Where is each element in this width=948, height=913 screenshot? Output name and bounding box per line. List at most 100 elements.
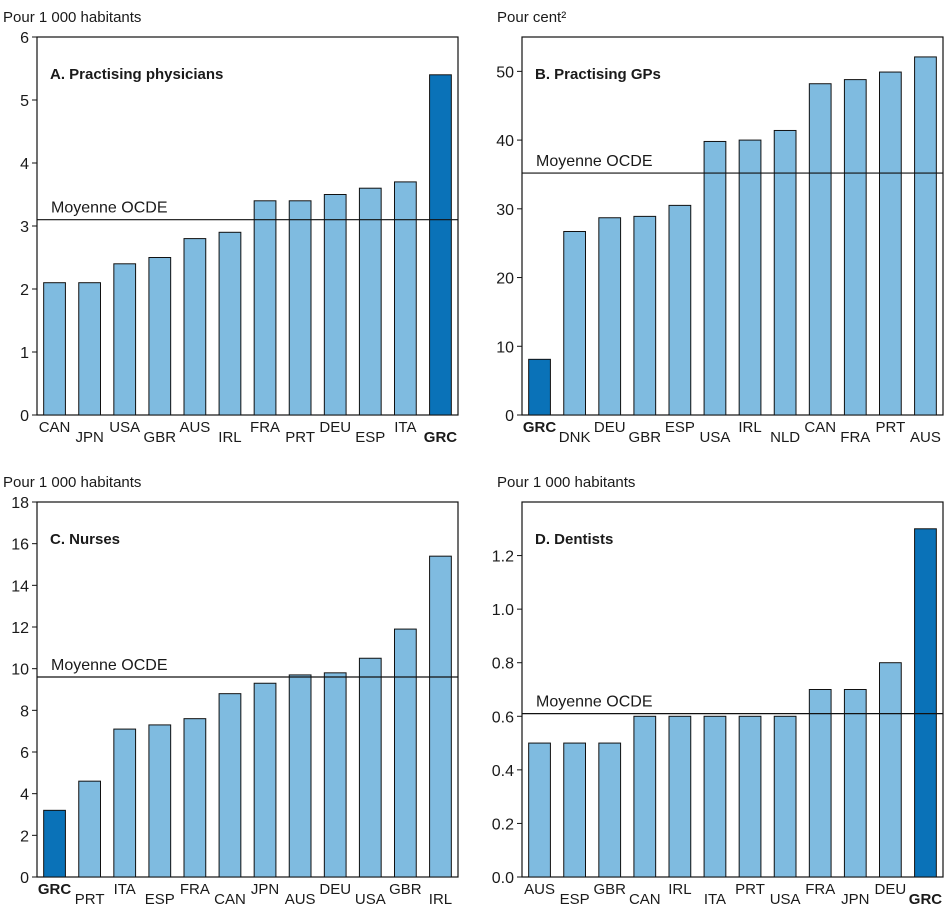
- bar-prt: [289, 201, 311, 415]
- y-tick-label: 4: [20, 787, 29, 804]
- unit-label: Pour 1 000 habitants: [3, 474, 141, 491]
- bar-usa: [359, 658, 381, 877]
- bar-esp: [359, 188, 381, 415]
- category-label-can: CAN: [804, 419, 836, 436]
- y-tick-label: 5: [20, 93, 29, 110]
- category-label-fra: FRA: [180, 881, 210, 898]
- category-label-gbr: GBR: [144, 429, 177, 446]
- category-label-usa: USA: [700, 429, 731, 446]
- category-label-esp: ESP: [145, 891, 175, 908]
- bar-grc: [44, 810, 66, 877]
- chart-panel-1: Pour 1 000 habitants0123456CANJPNUSAGBRA…: [3, 9, 458, 446]
- y-tick-label: 0: [505, 408, 514, 425]
- unit-label: Pour cent²: [497, 9, 566, 26]
- bar-gbr: [394, 629, 416, 877]
- oecd-average-label: Moyenne OCDE: [51, 657, 168, 674]
- y-tick-label: 6: [20, 30, 29, 47]
- bar-aus: [184, 239, 206, 415]
- category-label-grc: GRC: [909, 891, 943, 908]
- bar-can: [634, 716, 656, 877]
- category-label-ita: ITA: [704, 891, 726, 908]
- bar-esp: [564, 743, 586, 877]
- bar-can: [219, 694, 241, 877]
- y-tick-label: 0.0: [492, 870, 514, 887]
- category-label-grc: GRC: [38, 881, 72, 898]
- bar-deu: [599, 218, 621, 415]
- category-label-fra: FRA: [805, 881, 835, 898]
- category-label-ita: ITA: [394, 419, 416, 436]
- category-label-jpn: JPN: [251, 881, 279, 898]
- bar-dnk: [564, 231, 586, 415]
- bar-esp: [149, 725, 171, 877]
- y-tick-label: 4: [20, 156, 29, 173]
- unit-label: Pour 1 000 habitants: [497, 474, 635, 491]
- category-label-gbr: GBR: [629, 429, 662, 446]
- category-label-fra: FRA: [250, 419, 280, 436]
- y-tick-label: 0.6: [492, 709, 514, 726]
- bar-aus: [915, 57, 937, 415]
- category-label-deu: DEU: [319, 881, 351, 898]
- panel-title: B. Practising GPs: [535, 66, 661, 83]
- y-tick-label: 0.2: [492, 816, 514, 833]
- bar-fra: [254, 201, 276, 415]
- category-label-gbr: GBR: [389, 881, 422, 898]
- bar-usa: [704, 141, 726, 415]
- bar-irl: [430, 556, 452, 877]
- bar-usa: [114, 264, 136, 415]
- category-label-deu: DEU: [594, 419, 626, 436]
- bar-prt: [879, 72, 901, 415]
- category-label-usa: USA: [355, 891, 386, 908]
- category-label-grc: GRC: [523, 419, 557, 436]
- y-tick-label: 10: [11, 662, 29, 679]
- category-label-irl: IRL: [218, 429, 241, 446]
- bar-irl: [669, 716, 691, 877]
- category-label-aus: AUS: [285, 891, 316, 908]
- bar-gbr: [149, 258, 171, 416]
- y-tick-label: 18: [11, 495, 29, 512]
- y-tick-label: 14: [11, 578, 29, 595]
- category-label-aus: AUS: [910, 429, 941, 446]
- category-label-deu: DEU: [319, 419, 351, 436]
- bar-irl: [739, 140, 761, 415]
- bar-fra: [809, 690, 831, 878]
- bar-can: [44, 283, 66, 415]
- category-label-jpn: JPN: [75, 429, 103, 446]
- bar-grc: [915, 529, 937, 877]
- y-tick-label: 0: [20, 408, 29, 425]
- bar-prt: [79, 781, 101, 877]
- y-tick-label: 16: [11, 537, 29, 554]
- category-label-gbr: GBR: [593, 881, 626, 898]
- category-label-esp: ESP: [560, 891, 590, 908]
- category-label-can: CAN: [39, 419, 71, 436]
- bar-usa: [774, 716, 796, 877]
- y-tick-label: 12: [11, 620, 29, 637]
- y-tick-label: 1.0: [492, 602, 514, 619]
- bar-can: [809, 84, 831, 415]
- y-tick-label: 2: [20, 282, 29, 299]
- category-label-can: CAN: [214, 891, 246, 908]
- bar-grc: [529, 359, 551, 415]
- y-tick-label: 3: [20, 219, 29, 236]
- y-tick-label: 1: [20, 345, 29, 362]
- bar-ita: [394, 182, 416, 415]
- bar-aus: [289, 675, 311, 877]
- bar-jpn: [844, 690, 866, 878]
- category-label-dnk: DNK: [559, 429, 591, 446]
- bar-gbr: [634, 216, 656, 415]
- category-label-aus: AUS: [524, 881, 555, 898]
- category-label-ita: ITA: [114, 881, 136, 898]
- bar-ita: [704, 716, 726, 877]
- panel-title: C. Nurses: [50, 531, 120, 548]
- bar-esp: [669, 205, 691, 415]
- category-label-irl: IRL: [668, 881, 691, 898]
- category-label-jpn: JPN: [841, 891, 869, 908]
- bar-deu: [324, 195, 346, 416]
- y-tick-label: 8: [20, 703, 29, 720]
- y-tick-label: 2: [20, 828, 29, 845]
- category-label-irl: IRL: [429, 891, 452, 908]
- y-tick-label: 40: [496, 133, 514, 150]
- category-label-nld: NLD: [770, 429, 800, 446]
- y-tick-label: 50: [496, 64, 514, 81]
